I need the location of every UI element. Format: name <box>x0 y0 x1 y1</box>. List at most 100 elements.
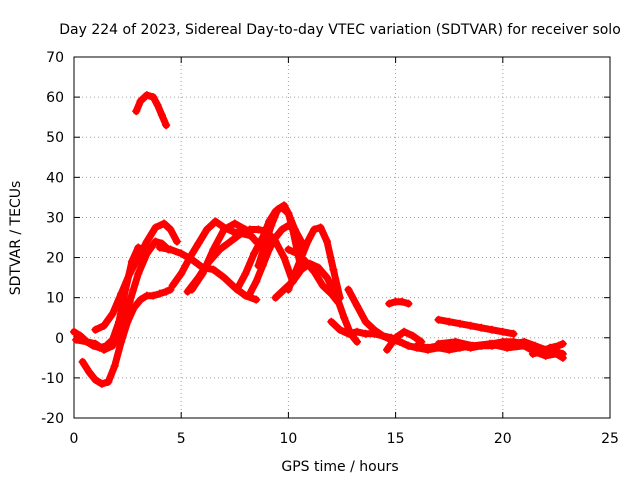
data-point <box>91 325 100 334</box>
data-point <box>451 337 460 346</box>
data-point <box>215 245 224 254</box>
data-point <box>160 219 169 228</box>
data-point <box>108 341 117 350</box>
data-point <box>303 237 312 246</box>
series-tail-c <box>383 327 426 354</box>
data-point <box>209 265 218 274</box>
data-point <box>558 353 567 362</box>
data-point <box>100 321 109 330</box>
data-point <box>284 245 293 254</box>
data-point <box>241 269 250 278</box>
data-point <box>136 97 145 106</box>
series-arc-h <box>183 225 297 296</box>
data-point <box>151 237 160 246</box>
data-point <box>194 239 203 248</box>
data-point <box>162 287 171 296</box>
data-point <box>183 287 192 296</box>
data-point <box>220 225 229 234</box>
data-point <box>558 339 567 348</box>
data-point <box>194 273 203 282</box>
data-point <box>245 225 254 234</box>
plot-frame <box>73 56 611 419</box>
data-point <box>353 327 362 336</box>
data-point <box>155 243 164 252</box>
data-point <box>271 233 280 242</box>
data-point <box>280 201 289 210</box>
data-point <box>400 327 409 336</box>
data-point <box>335 325 344 334</box>
data-point <box>273 205 282 214</box>
data-point <box>423 343 432 352</box>
data-point <box>258 261 267 270</box>
data-point <box>288 277 297 286</box>
data-point <box>498 327 507 336</box>
data-point <box>220 273 229 282</box>
series-layer <box>70 91 567 388</box>
data-point <box>310 225 319 234</box>
data-point <box>468 341 477 350</box>
data-point <box>466 321 475 330</box>
data-point <box>340 313 349 322</box>
data-point <box>404 299 413 308</box>
data-point <box>344 285 353 294</box>
data-point <box>254 225 263 234</box>
x-tick-label: 15 <box>387 431 405 447</box>
data-point <box>245 289 254 298</box>
series-tail-d <box>385 297 413 308</box>
data-point <box>172 237 181 246</box>
data-point <box>314 263 323 272</box>
ticks: 0 5 10 15 20 25 -20 -10 0 10 20 30 40 50 60 70 <box>41 50 619 447</box>
data-point <box>185 253 194 262</box>
data-point <box>528 349 537 358</box>
data-point <box>297 265 306 274</box>
data-point <box>205 257 214 266</box>
data-point <box>329 265 338 274</box>
series-line <box>435 338 567 362</box>
data-point <box>125 297 134 306</box>
data-point <box>149 291 158 300</box>
chart-title: Day 224 of 2023, Sidereal Day-to-day VTE… <box>59 22 621 38</box>
data-point <box>166 245 175 254</box>
data-point <box>226 237 235 246</box>
data-point <box>142 237 151 246</box>
data-point <box>202 225 211 234</box>
data-point <box>353 301 362 310</box>
grid <box>74 57 610 418</box>
data-point <box>370 325 379 334</box>
data-point <box>70 327 78 336</box>
data-point <box>383 345 392 354</box>
y-tick-label: -20 <box>41 411 64 427</box>
data-point <box>318 281 327 290</box>
data-point <box>404 341 413 350</box>
data-point <box>271 293 280 302</box>
data-point <box>117 289 126 298</box>
data-point <box>100 345 109 354</box>
data-point <box>134 269 143 278</box>
y-tick-label: 40 <box>46 170 64 186</box>
data-point <box>284 221 293 230</box>
data-point <box>230 219 239 228</box>
data-point <box>149 93 158 102</box>
series-tail-e <box>434 315 518 338</box>
data-point <box>391 333 400 342</box>
data-point <box>322 237 331 246</box>
data-point <box>327 317 336 326</box>
x-tick-label: 0 <box>70 431 79 447</box>
data-point <box>108 309 117 318</box>
data-point <box>97 379 106 388</box>
y-tick-label: 60 <box>46 90 64 106</box>
data-point <box>361 329 370 338</box>
data-point <box>82 337 91 346</box>
data-point <box>292 249 301 258</box>
data-point <box>344 329 353 338</box>
data-point <box>168 281 177 290</box>
data-point <box>554 341 563 350</box>
x-axis-label: GPS time / hours <box>281 459 398 475</box>
data-point <box>153 101 162 110</box>
data-point <box>267 221 276 230</box>
y-tick-label: 70 <box>46 50 64 66</box>
x-tick-label: 25 <box>601 431 619 447</box>
y-tick-label: 50 <box>46 130 64 146</box>
data-point <box>316 223 325 232</box>
